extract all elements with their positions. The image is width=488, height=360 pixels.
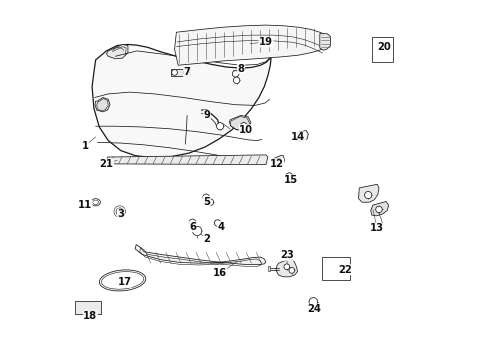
Text: 19: 19 — [259, 37, 272, 47]
Polygon shape — [92, 44, 271, 158]
Text: 5: 5 — [203, 197, 210, 207]
Ellipse shape — [99, 270, 145, 291]
Circle shape — [285, 173, 292, 180]
Polygon shape — [319, 34, 330, 50]
Bar — [171, 69, 189, 76]
Bar — [371, 37, 392, 62]
Text: 10: 10 — [239, 125, 253, 135]
Circle shape — [207, 199, 213, 206]
Text: 24: 24 — [307, 304, 321, 314]
Text: 21: 21 — [99, 159, 113, 169]
Circle shape — [216, 123, 223, 130]
Polygon shape — [106, 155, 267, 165]
Bar — [75, 301, 101, 315]
Polygon shape — [229, 116, 250, 131]
Polygon shape — [358, 184, 378, 202]
Ellipse shape — [93, 200, 99, 204]
Circle shape — [364, 192, 371, 199]
Text: 14: 14 — [290, 132, 305, 142]
Polygon shape — [267, 266, 270, 271]
Polygon shape — [272, 156, 284, 166]
Text: 2: 2 — [203, 234, 210, 244]
Polygon shape — [174, 25, 323, 65]
Polygon shape — [95, 98, 110, 112]
Text: 3: 3 — [117, 209, 124, 219]
Polygon shape — [135, 244, 265, 265]
Circle shape — [183, 69, 189, 75]
Circle shape — [298, 134, 304, 140]
Circle shape — [189, 219, 195, 226]
Text: 8: 8 — [237, 64, 244, 74]
Circle shape — [375, 206, 382, 213]
Text: 23: 23 — [280, 250, 294, 260]
Text: 15: 15 — [284, 175, 298, 185]
Circle shape — [203, 194, 209, 201]
Text: 13: 13 — [369, 224, 384, 233]
Text: 11: 11 — [78, 200, 92, 210]
Circle shape — [232, 71, 238, 77]
Circle shape — [114, 206, 125, 217]
Circle shape — [275, 158, 281, 164]
Polygon shape — [106, 44, 128, 59]
Circle shape — [284, 264, 289, 270]
Circle shape — [116, 208, 123, 215]
Text: 9: 9 — [203, 111, 210, 121]
Text: 7: 7 — [183, 67, 190, 77]
Text: 12: 12 — [269, 159, 283, 169]
Text: 6: 6 — [189, 222, 196, 231]
Polygon shape — [285, 176, 292, 180]
Circle shape — [171, 69, 177, 75]
Polygon shape — [276, 260, 297, 277]
Text: 22: 22 — [337, 265, 351, 275]
Ellipse shape — [102, 272, 143, 289]
Text: 16: 16 — [212, 268, 226, 278]
Text: 20: 20 — [377, 42, 390, 52]
Circle shape — [288, 267, 294, 273]
Circle shape — [240, 123, 247, 130]
Text: 18: 18 — [83, 311, 97, 321]
Polygon shape — [294, 131, 308, 141]
Text: 1: 1 — [81, 141, 88, 151]
Text: 17: 17 — [117, 277, 131, 287]
Circle shape — [308, 298, 317, 306]
Circle shape — [192, 226, 202, 235]
Circle shape — [214, 220, 221, 226]
Bar — [321, 257, 349, 280]
Polygon shape — [370, 202, 388, 216]
Ellipse shape — [91, 199, 100, 206]
Text: 4: 4 — [217, 222, 224, 231]
Circle shape — [233, 77, 239, 84]
